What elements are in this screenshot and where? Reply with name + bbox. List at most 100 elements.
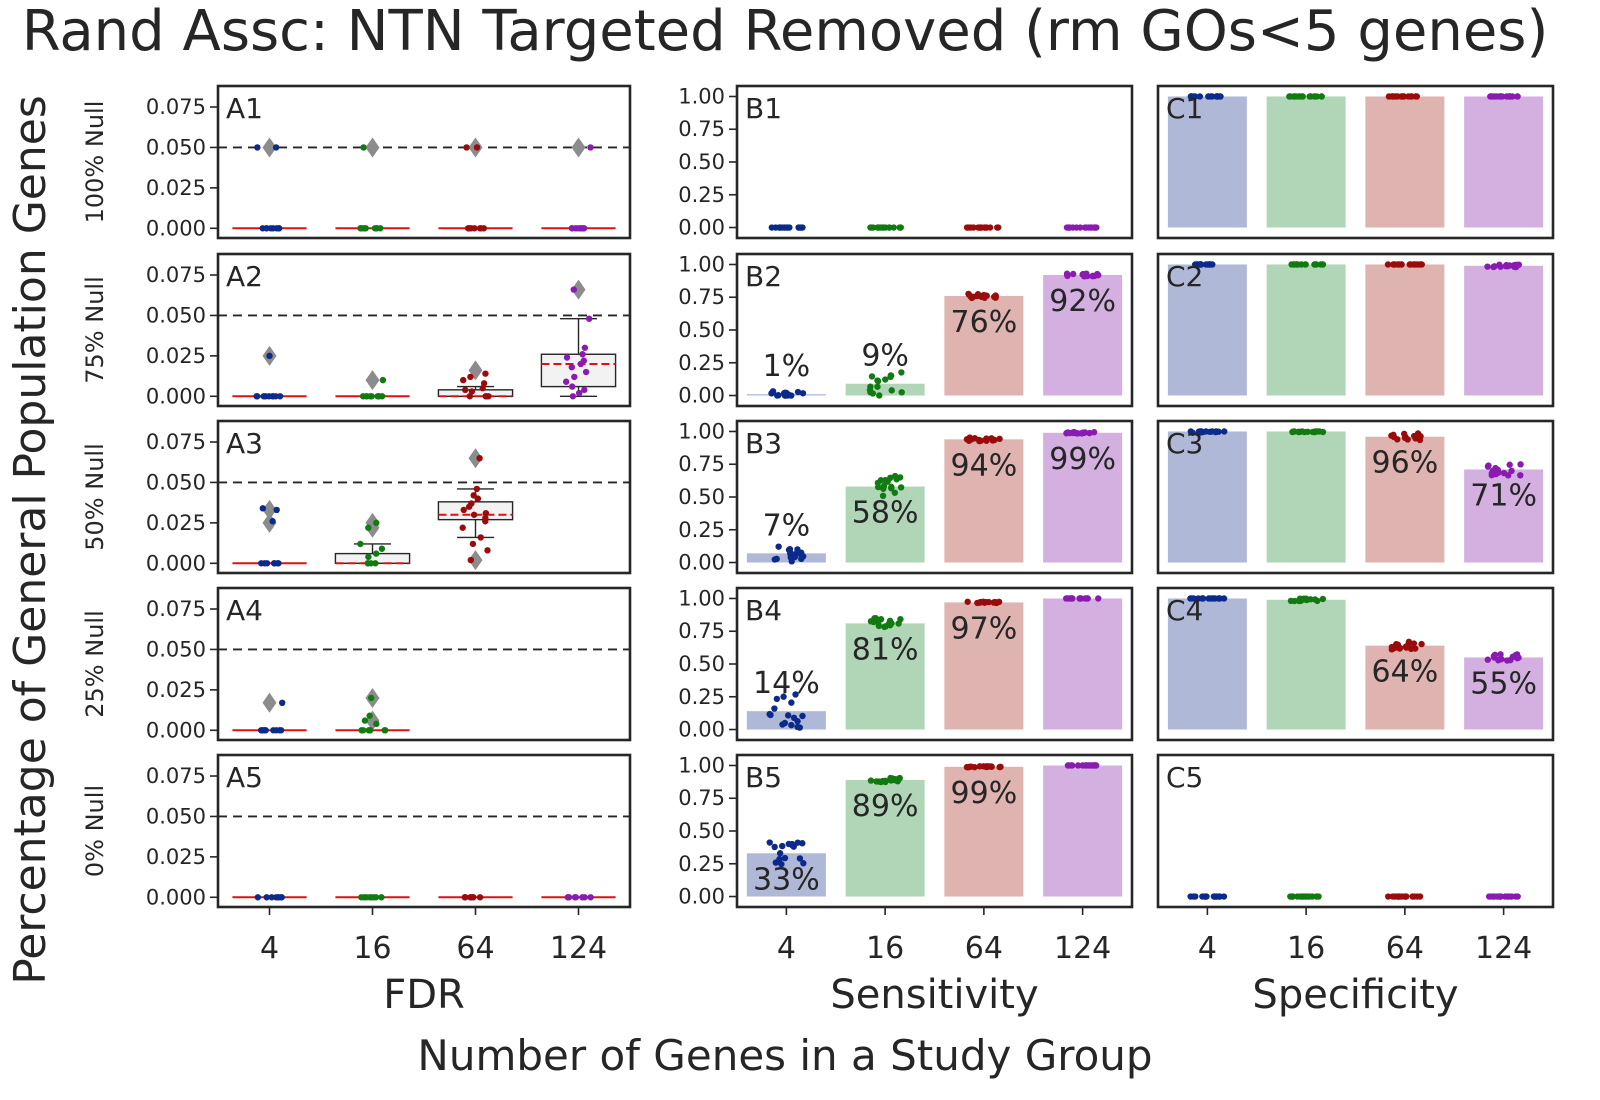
data-point <box>263 560 271 567</box>
data-point <box>377 225 384 232</box>
data-point <box>1413 893 1421 900</box>
data-point <box>1213 893 1220 900</box>
y-tick-label: 1.00 <box>678 753 725 777</box>
bar <box>1043 598 1123 730</box>
panel-frame <box>216 252 632 408</box>
data-point <box>1190 893 1197 900</box>
y-tick-label: 1.00 <box>678 419 725 443</box>
x-tick-label: 16 <box>353 931 391 966</box>
data-point <box>870 618 877 626</box>
x-tick-label: 124 <box>1054 931 1111 966</box>
data-point <box>258 560 265 567</box>
data-point <box>1076 595 1083 602</box>
y-tick-label: 0.075 <box>146 764 206 788</box>
bar-64: 96% <box>1365 430 1445 563</box>
data-point <box>485 393 492 400</box>
data-point <box>882 376 889 383</box>
data-point <box>800 860 807 867</box>
panel-label: C2 <box>1166 260 1203 293</box>
data-point <box>1319 428 1327 436</box>
data-point <box>582 368 590 376</box>
box-124 <box>540 279 617 400</box>
y-tick-label: 0.50 <box>678 150 725 174</box>
bar <box>1464 657 1544 730</box>
x-tick-label: 4 <box>260 931 279 966</box>
data-point <box>1302 595 1310 602</box>
outlier-marker <box>365 370 380 391</box>
x-tick-label: 4 <box>1198 931 1217 966</box>
data-point <box>1091 272 1098 280</box>
data-point <box>1506 262 1513 269</box>
data-point <box>876 392 883 399</box>
y-tick-label: 0.50 <box>678 819 725 843</box>
data-point <box>785 840 793 848</box>
y-tick-label: 0.075 <box>146 430 206 454</box>
data-point <box>1211 595 1219 602</box>
data-point <box>1312 428 1319 435</box>
panel-frame <box>735 84 1134 240</box>
y-tick-label: 0.000 <box>146 718 206 742</box>
data-point <box>360 727 367 734</box>
outlier-marker <box>262 499 277 520</box>
data-point <box>983 292 990 299</box>
data-point <box>1206 595 1214 602</box>
data-point <box>1085 762 1092 769</box>
data-point <box>476 454 483 462</box>
data-point <box>365 524 372 531</box>
data-point <box>799 840 806 847</box>
data-point <box>991 436 998 444</box>
data-point <box>981 599 988 606</box>
data-point <box>587 144 594 151</box>
bar-64: 76% <box>944 290 1024 396</box>
data-point <box>780 693 787 700</box>
data-point <box>1517 472 1524 479</box>
panel-frame <box>1156 419 1555 575</box>
y-tick-label: 0.00 <box>678 885 725 909</box>
data-point <box>992 292 999 299</box>
data-point <box>376 393 383 400</box>
data-point <box>1507 656 1514 664</box>
data-point <box>468 500 475 507</box>
data-point <box>882 778 889 786</box>
data-point <box>964 598 971 605</box>
y-tick-label: 0.25 <box>678 351 725 375</box>
box-64 <box>437 360 514 400</box>
data-point <box>572 225 579 232</box>
data-point <box>1497 263 1504 270</box>
data-point <box>788 550 795 557</box>
data-point <box>482 509 490 517</box>
bar <box>1464 469 1544 563</box>
bar-4: 14% <box>746 666 826 731</box>
bar-124 <box>1043 595 1123 730</box>
y-tick-label: 0.025 <box>146 511 206 535</box>
data-point <box>971 763 978 771</box>
data-point <box>1215 428 1222 435</box>
data-point <box>365 553 372 561</box>
data-point <box>882 476 889 484</box>
panel-frame <box>1156 252 1555 408</box>
data-point <box>1304 893 1312 900</box>
bar <box>1167 598 1247 730</box>
box-124 <box>541 137 616 232</box>
data-point <box>1319 595 1327 603</box>
data-label: 76% <box>951 305 1018 340</box>
data-point <box>1412 93 1419 100</box>
bar <box>1266 96 1346 228</box>
data-point <box>1506 461 1513 468</box>
panel-a3: 0.000 0.025 0.050 0.075 A3 <box>146 419 632 575</box>
y-tick-label: 0.025 <box>146 176 206 200</box>
panel-label: A4 <box>226 594 263 627</box>
column-xlabel: Specificity <box>1252 972 1458 1018</box>
y-tick-label: 0.75 <box>678 786 725 810</box>
bar-124: 99% <box>1043 428 1123 563</box>
data-point <box>877 477 885 484</box>
data-point <box>982 224 990 231</box>
bar-16: 9% <box>845 339 925 399</box>
data-point <box>468 388 476 395</box>
bar-16: 81% <box>845 614 925 730</box>
data-point <box>1064 271 1071 278</box>
box-4 <box>232 137 307 232</box>
data-point <box>1221 428 1228 435</box>
box-16 <box>334 512 411 567</box>
bar-4: 7% <box>746 508 826 565</box>
